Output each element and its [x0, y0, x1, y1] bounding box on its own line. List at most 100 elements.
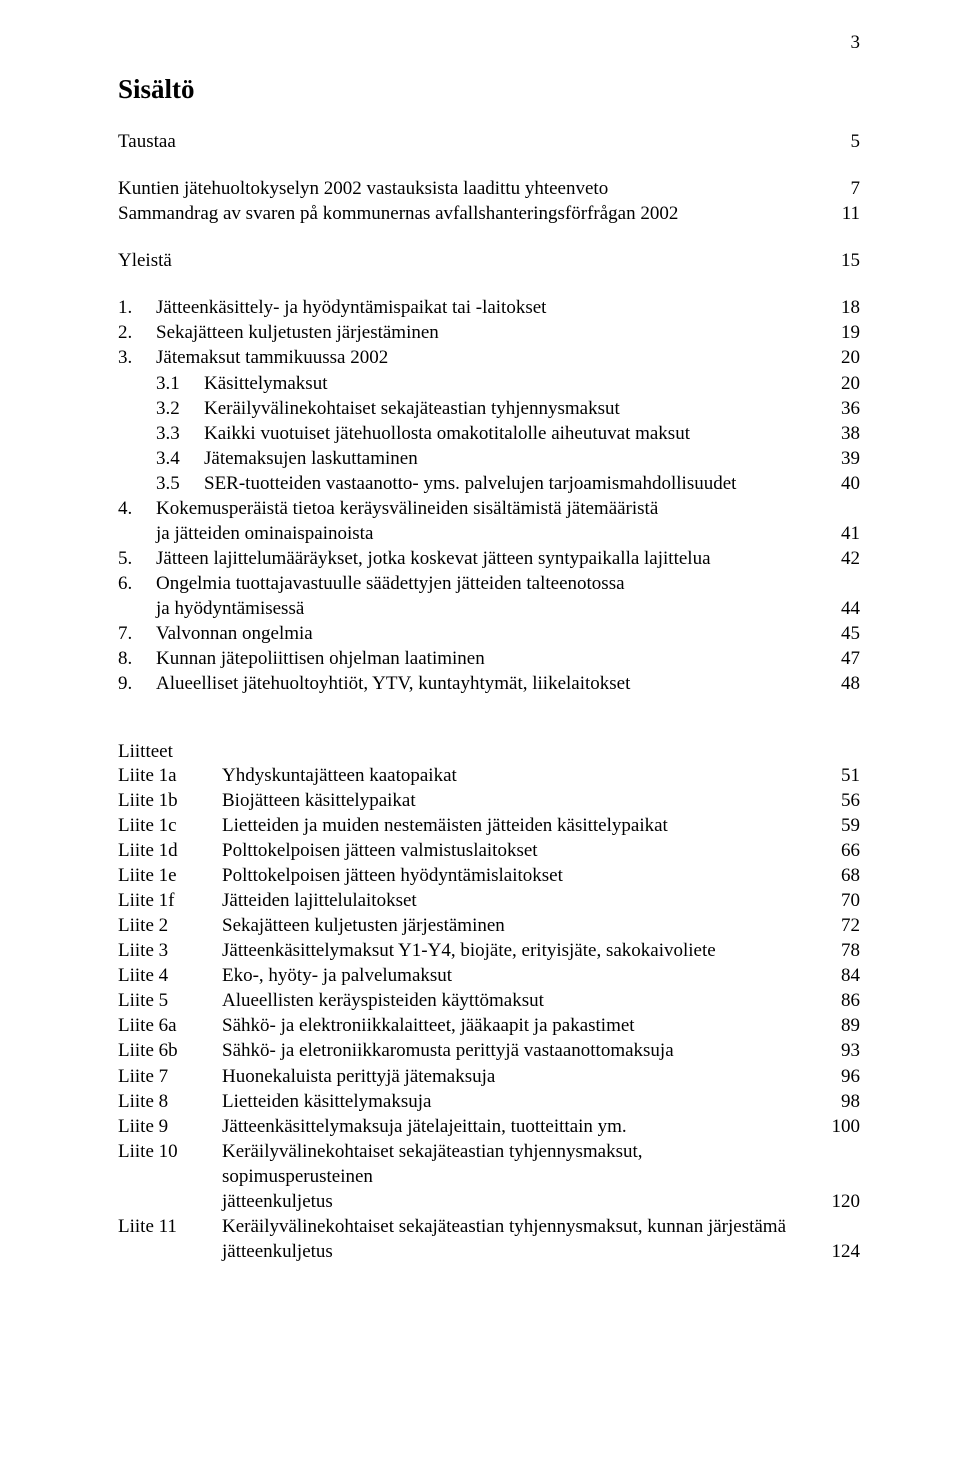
toc-text: Keräilyvälinekohtaiset sekajäteastian ty…: [204, 398, 620, 419]
toc-row: ja hyödyntämisessä44: [118, 596, 860, 621]
appendix-row: Liite 11Keräilyvälinekohtaiset sekajätea…: [118, 1214, 860, 1239]
toc-page: 11: [812, 201, 860, 226]
appendix-page: [812, 1139, 860, 1189]
appendix-page: 124: [812, 1239, 860, 1264]
appendix-page: 84: [812, 963, 860, 988]
appendix-id: Liite 9: [118, 1114, 222, 1139]
appendix-row: jätteenkuljetus124: [118, 1239, 860, 1264]
toc-label: ja jätteiden ominaispainoista: [118, 521, 812, 546]
appendix-id: Liite 10: [118, 1139, 222, 1189]
appendix-page: 56: [812, 788, 860, 813]
appendix-row: Liite 9Jätteenkäsittelymaksuja jätelajei…: [118, 1114, 860, 1139]
toc-entries: Taustaa5 Kuntien jätehuoltokyselyn 2002 v…: [118, 129, 860, 697]
toc-row: Taustaa5: [118, 129, 860, 154]
appendix-row: Liite 3Jätteenkäsittelymaksut Y1-Y4, bio…: [118, 938, 860, 963]
appendix-row: Liite 6aSähkö- ja elektroniikkalaitteet,…: [118, 1013, 860, 1038]
toc-number: 2.: [118, 320, 156, 345]
appendix-page: 100: [812, 1114, 860, 1139]
toc-text: Jätteenkäsittely- ja hyödyntämispaikat t…: [156, 297, 546, 318]
toc-row: 3.1Käsittelymaksut20: [118, 371, 860, 396]
toc-page: 36: [812, 396, 860, 421]
appendix-text: Lietteiden ja muiden nestemäisten jättei…: [222, 813, 812, 838]
appendix-text: Sähkö- ja eletroniikkaromusta perittyjä …: [222, 1038, 812, 1063]
spacer: [118, 273, 860, 295]
toc-page: 7: [812, 176, 860, 201]
appendix-row: Liite 1fJätteiden lajittelulaitokset70: [118, 888, 860, 913]
toc-row: 9.Alueelliset jätehuoltoyhtiöt, YTV, kun…: [118, 671, 860, 696]
toc-label: 3.1Käsittelymaksut: [118, 371, 812, 396]
toc-label: 6.Ongelmia tuottajavastuulle säädettyjen…: [118, 571, 812, 596]
appendix-text: Jätteenkäsittelymaksuja jätelajeittain, …: [222, 1114, 812, 1139]
toc-row: ja jätteiden ominaispainoista41: [118, 521, 860, 546]
toc-row: 3.2Keräilyvälinekohtaiset sekajäteastian…: [118, 396, 860, 421]
toc-label: ja hyödyntämisessä: [118, 596, 812, 621]
toc-page: 5: [812, 129, 860, 154]
toc-sub-number: 3.2: [156, 396, 204, 421]
toc-label: 3.5SER-tuotteiden vastaanotto- yms. palv…: [118, 471, 812, 496]
toc-page: 45: [812, 621, 860, 646]
appendix-page: [812, 1214, 860, 1239]
appendix-row: Liite 8Lietteiden käsittelymaksuja98: [118, 1089, 860, 1114]
toc-label: 1.Jätteenkäsittely- ja hyödyntämispaikat…: [118, 295, 812, 320]
toc-page: 39: [812, 446, 860, 471]
toc-number: 7.: [118, 621, 156, 646]
appendix-id: Liite 1e: [118, 863, 222, 888]
toc-page: 20: [812, 345, 860, 370]
toc-label: 3.4Jätemaksujen laskuttaminen: [118, 446, 812, 471]
toc-page: 48: [812, 671, 860, 696]
appendix-text: Yhdyskuntajätteen kaatopaikat: [222, 763, 812, 788]
appendix-row: Liite 1cLietteiden ja muiden nestemäiste…: [118, 813, 860, 838]
appendix-text: Sekajätteen kuljetusten järjestäminen: [222, 913, 812, 938]
appendix-id: Liite 11: [118, 1214, 222, 1239]
toc-label: 9.Alueelliset jätehuoltoyhtiöt, YTV, kun…: [118, 671, 812, 696]
toc-number: 3.: [118, 345, 156, 370]
appendix-id: [118, 1239, 222, 1264]
toc-label: Yleistä: [118, 248, 812, 273]
toc-text: Ongelmia tuottajavastuulle säädettyjen j…: [156, 573, 625, 594]
toc-text: Jätemaksujen laskuttaminen: [204, 448, 418, 469]
toc-label: 2.Sekajätteen kuljetusten järjestäminen: [118, 320, 812, 345]
appendix-row: Liite 7Huonekaluista perittyjä jätemaksu…: [118, 1064, 860, 1089]
toc-page: [812, 496, 860, 521]
appendix-text: Alueellisten keräyspisteiden käyttömaksu…: [222, 988, 812, 1013]
toc-page: 20: [812, 371, 860, 396]
toc-row: 3.Jätemaksut tammikuussa 200220: [118, 345, 860, 370]
appendix-row: Liite 2Sekajätteen kuljetusten järjestäm…: [118, 913, 860, 938]
appendix-id: Liite 7: [118, 1064, 222, 1089]
toc-row: Kuntien jätehuoltokyselyn 2002 vastauksi…: [118, 176, 860, 201]
toc-page: 44: [812, 596, 860, 621]
appendix-text: Sähkö- ja elektroniikkalaitteet, jääkaap…: [222, 1013, 812, 1038]
appendix-id: Liite 1a: [118, 763, 222, 788]
spacer: [118, 226, 860, 248]
toc-number: 5.: [118, 546, 156, 571]
toc-row: 7.Valvonnan ongelmia45: [118, 621, 860, 646]
toc-sub-number: 3.1: [156, 371, 204, 396]
appendix-row: Liite 1aYhdyskuntajätteen kaatopaikat51: [118, 763, 860, 788]
appendix-page: 68: [812, 863, 860, 888]
toc-label: 4.Kokemusperäistä tietoa keräysvälineide…: [118, 496, 812, 521]
toc-title: Sisältö: [118, 74, 860, 105]
toc-sub-number: 3.3: [156, 421, 204, 446]
appendix-text: Huonekaluista perittyjä jätemaksuja: [222, 1064, 812, 1089]
appendix-text: jätteenkuljetus: [222, 1189, 812, 1214]
appendix-text: jätteenkuljetus: [222, 1239, 812, 1264]
toc-page: 18: [812, 295, 860, 320]
toc-text: Käsittelymaksut: [204, 373, 327, 394]
appendix-id: Liite 1c: [118, 813, 222, 838]
toc-label: 7.Valvonnan ongelmia: [118, 621, 812, 646]
toc-number: 6.: [118, 571, 156, 596]
toc-sub-number: 3.4: [156, 446, 204, 471]
appendix-id: Liite 6b: [118, 1038, 222, 1063]
toc-text: SER-tuotteiden vastaanotto- yms. palvelu…: [204, 473, 736, 494]
appendix-row: Liite 6bSähkö- ja eletroniikkaromusta pe…: [118, 1038, 860, 1063]
toc-label: 3.Jätemaksut tammikuussa 2002: [118, 345, 812, 370]
toc-row: 3.3Kaikki vuotuiset jätehuollosta omakot…: [118, 421, 860, 446]
appendix-text: Polttokelpoisen jätteen valmistuslaitoks…: [222, 838, 812, 863]
toc-text: Kokemusperäistä tietoa keräysvälineiden …: [156, 498, 658, 519]
appendix-id: Liite 4: [118, 963, 222, 988]
toc-row: Yleistä15: [118, 248, 860, 273]
toc-text: Kaikki vuotuiset jätehuollosta omakotita…: [204, 423, 690, 444]
appendix-text: Jätteenkäsittelymaksut Y1-Y4, biojäte, e…: [222, 938, 812, 963]
toc-page: 41: [812, 521, 860, 546]
appendix-id: Liite 3: [118, 938, 222, 963]
